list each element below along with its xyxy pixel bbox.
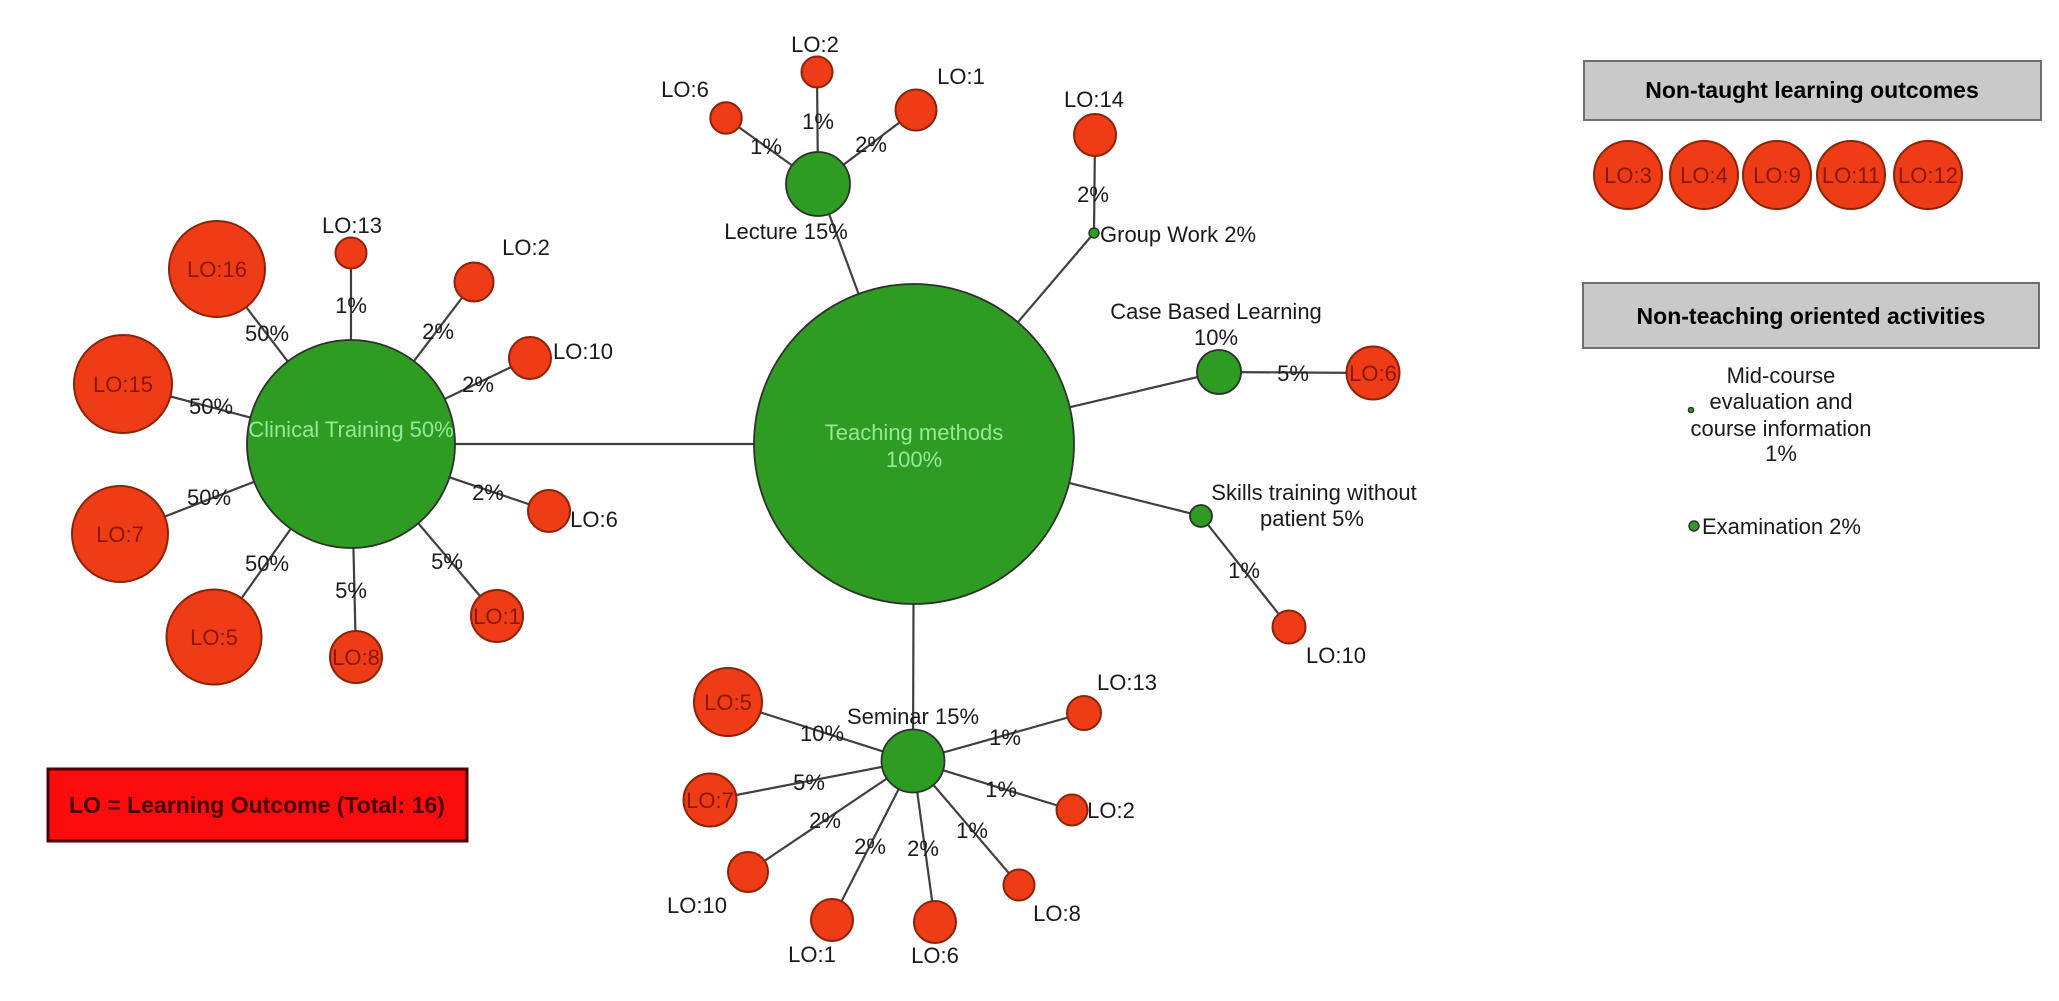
svg-text:LO:10: LO:10 xyxy=(553,339,613,364)
svg-text:50%: 50% xyxy=(187,485,231,510)
svg-text:10%: 10% xyxy=(800,721,844,746)
svg-text:LO:5: LO:5 xyxy=(704,690,752,715)
svg-text:1%: 1% xyxy=(989,725,1021,750)
svg-text:LO:13: LO:13 xyxy=(322,213,382,238)
svg-text:LO:10: LO:10 xyxy=(1306,643,1366,668)
svg-text:LO:15: LO:15 xyxy=(93,372,153,397)
svg-text:LO:2: LO:2 xyxy=(791,32,839,57)
svg-text:Lecture 15%: Lecture 15% xyxy=(724,219,848,244)
svg-text:Seminar 15%: Seminar 15% xyxy=(847,704,979,729)
svg-text:1%: 1% xyxy=(335,293,367,318)
svg-text:LO:12: LO:12 xyxy=(1898,163,1958,188)
svg-text:Teaching methods: Teaching methods xyxy=(825,420,1004,445)
svg-text:LO:6: LO:6 xyxy=(570,507,618,532)
svg-text:LO = Learning Outcome (Total:: LO = Learning Outcome (Total: 16) xyxy=(69,792,445,818)
svg-text:2%: 2% xyxy=(462,372,494,397)
svg-text:50%: 50% xyxy=(245,551,289,576)
svg-text:LO:13: LO:13 xyxy=(1097,670,1157,695)
svg-text:LO:2: LO:2 xyxy=(1087,798,1135,823)
svg-text:5%: 5% xyxy=(335,578,367,603)
svg-text:LO:10: LO:10 xyxy=(667,893,727,918)
svg-text:5%: 5% xyxy=(793,770,825,795)
svg-text:LO:1: LO:1 xyxy=(937,64,985,89)
svg-text:Group Work 2%: Group Work 2% xyxy=(1100,222,1256,247)
svg-text:LO:6: LO:6 xyxy=(661,77,709,102)
svg-text:1%: 1% xyxy=(750,134,782,159)
svg-text:LO:1: LO:1 xyxy=(788,942,836,967)
svg-text:Skills training without: Skills training without xyxy=(1211,480,1416,505)
svg-text:LO:6: LO:6 xyxy=(911,943,959,968)
svg-text:Examination 2%: Examination 2% xyxy=(1702,514,1861,539)
svg-text:5%: 5% xyxy=(1277,361,1309,386)
svg-text:10%: 10% xyxy=(1194,325,1238,350)
svg-text:Case Based Learning: Case Based Learning xyxy=(1110,299,1322,324)
svg-text:100%: 100% xyxy=(886,447,942,472)
svg-text:LO:3: LO:3 xyxy=(1604,163,1652,188)
svg-text:2%: 2% xyxy=(1077,182,1109,207)
svg-text:50%: 50% xyxy=(245,321,289,346)
svg-text:LO:9: LO:9 xyxy=(1753,163,1801,188)
svg-text:1%: 1% xyxy=(802,109,834,134)
svg-text:Non-taught learning outcomes: Non-taught learning outcomes xyxy=(1645,77,1979,103)
svg-text:evaluation and: evaluation and xyxy=(1709,389,1852,414)
svg-text:Mid-course: Mid-course xyxy=(1727,363,1836,388)
svg-text:LO:8: LO:8 xyxy=(332,645,380,670)
svg-text:LO:11: LO:11 xyxy=(1822,163,1880,188)
svg-text:1%: 1% xyxy=(956,818,988,843)
svg-text:Non-teaching oriented activiti: Non-teaching oriented activities xyxy=(1637,303,1986,329)
svg-text:5%: 5% xyxy=(431,549,463,574)
svg-text:2%: 2% xyxy=(809,808,841,833)
svg-text:LO:6: LO:6 xyxy=(1349,361,1397,386)
svg-text:LO:8: LO:8 xyxy=(1033,901,1081,926)
svg-text:2%: 2% xyxy=(472,480,504,505)
svg-text:2%: 2% xyxy=(854,834,886,859)
svg-text:2%: 2% xyxy=(422,319,454,344)
svg-text:Clinical Training 50%: Clinical Training 50% xyxy=(248,417,453,442)
svg-text:LO:7: LO:7 xyxy=(96,522,144,547)
svg-text:course information: course information xyxy=(1691,416,1872,441)
svg-text:LO:2: LO:2 xyxy=(502,235,550,260)
svg-text:patient 5%: patient 5% xyxy=(1260,506,1364,531)
svg-text:1%: 1% xyxy=(985,777,1017,802)
svg-text:2%: 2% xyxy=(855,132,887,157)
svg-text:LO:14: LO:14 xyxy=(1064,87,1124,112)
svg-text:1%: 1% xyxy=(1228,558,1260,583)
svg-text:LO:16: LO:16 xyxy=(187,257,247,282)
svg-text:LO:1: LO:1 xyxy=(473,604,521,629)
svg-text:1%: 1% xyxy=(1765,441,1797,466)
svg-text:LO:7: LO:7 xyxy=(686,788,734,813)
svg-text:50%: 50% xyxy=(189,394,233,419)
svg-text:LO:5: LO:5 xyxy=(190,625,238,650)
svg-text:2%: 2% xyxy=(907,836,939,861)
svg-text:LO:4: LO:4 xyxy=(1680,163,1728,188)
